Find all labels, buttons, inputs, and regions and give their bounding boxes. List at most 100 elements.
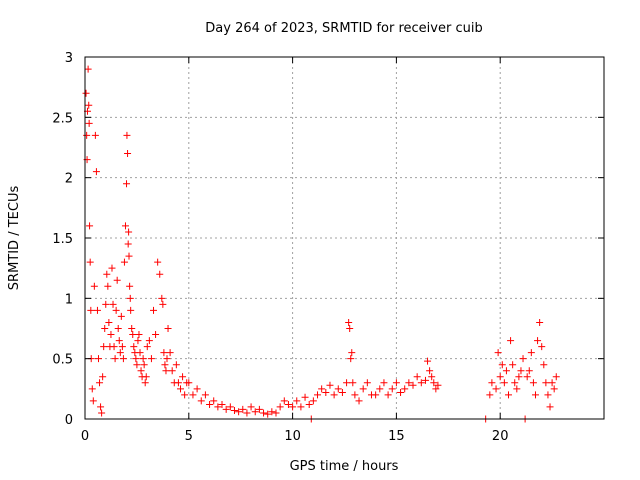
- data-point: [488, 379, 496, 387]
- data-point: [509, 361, 517, 369]
- data-point: [498, 361, 506, 369]
- data-point: [87, 306, 95, 314]
- data-point: [527, 349, 535, 357]
- y-axis-label: SRMTID / TECUs: [7, 186, 22, 291]
- data-point: [318, 385, 326, 393]
- data-point: [137, 367, 145, 375]
- data-points: [82, 65, 560, 423]
- x-tick-label: 0: [81, 429, 89, 444]
- data-point: [160, 349, 168, 357]
- data-point: [97, 403, 105, 411]
- data-point: [96, 379, 104, 387]
- data-point: [326, 381, 334, 389]
- data-point: [384, 391, 392, 399]
- data-point: [276, 403, 284, 411]
- data-point: [502, 367, 510, 375]
- data-point: [330, 391, 338, 399]
- data-point: [388, 385, 396, 393]
- data-point: [162, 367, 170, 375]
- y-tick-label: 1.5: [52, 232, 73, 247]
- data-point: [401, 385, 409, 393]
- data-point: [284, 401, 292, 409]
- x-tick-label: 10: [284, 429, 301, 444]
- data-point: [103, 270, 111, 278]
- data-point: [124, 240, 132, 248]
- data-point: [513, 385, 521, 393]
- data-point: [115, 337, 123, 345]
- data-point: [542, 379, 550, 387]
- data-point: [189, 391, 197, 399]
- data-point: [94, 355, 102, 363]
- data-point: [176, 385, 184, 393]
- data-point: [230, 407, 238, 415]
- data-point: [164, 325, 172, 332]
- data-point: [83, 131, 91, 139]
- data-point: [129, 331, 137, 339]
- data-point: [93, 306, 101, 314]
- data-point: [117, 312, 125, 320]
- data-point: [166, 349, 174, 357]
- data-point: [108, 264, 116, 272]
- data-point: [197, 397, 205, 405]
- y-tick-label: 3: [65, 51, 73, 66]
- data-point: [351, 391, 359, 399]
- data-point: [322, 388, 330, 396]
- data-point: [523, 373, 531, 381]
- data-point: [125, 228, 133, 236]
- data-point: [140, 361, 148, 369]
- data-point: [90, 282, 98, 290]
- data-point: [109, 300, 117, 308]
- data-point: [346, 325, 354, 332]
- data-point: [525, 367, 533, 375]
- data-point: [107, 331, 115, 339]
- data-point: [348, 349, 356, 357]
- data-point: [134, 337, 142, 345]
- data-point: [544, 391, 552, 399]
- data-point: [126, 294, 134, 302]
- data-point: [201, 391, 209, 399]
- data-point: [505, 391, 513, 399]
- data-point: [127, 306, 135, 314]
- data-point: [142, 373, 150, 381]
- data-point: [161, 361, 169, 369]
- x-tick-label: 15: [388, 429, 405, 444]
- data-point: [110, 343, 118, 351]
- data-point: [152, 331, 160, 339]
- data-point: [123, 180, 131, 188]
- data-point: [222, 405, 230, 413]
- data-point: [380, 379, 388, 387]
- data-point: [118, 343, 126, 351]
- data-point: [121, 222, 129, 230]
- data-point: [174, 379, 182, 387]
- data-point: [247, 403, 255, 411]
- data-point: [86, 222, 94, 230]
- data-point: [226, 403, 234, 411]
- data-point: [88, 385, 96, 393]
- data-point: [426, 367, 434, 375]
- y-tick-label: 0: [65, 413, 73, 428]
- x-tick-label: 20: [492, 429, 509, 444]
- data-point: [432, 385, 440, 393]
- data-point: [136, 349, 144, 357]
- y-tick-label: 0.5: [52, 353, 73, 368]
- data-point: [150, 306, 158, 314]
- data-point: [372, 391, 380, 399]
- data-point: [243, 409, 251, 417]
- data-point: [116, 349, 124, 357]
- data-point: [91, 131, 99, 139]
- data-point: [309, 397, 317, 405]
- data-point: [99, 373, 107, 381]
- data-point: [130, 343, 138, 351]
- data-point: [301, 393, 309, 401]
- data-point: [185, 379, 193, 387]
- data-point: [519, 355, 527, 363]
- data-point: [120, 258, 128, 266]
- data-point: [159, 300, 167, 308]
- data-point: [124, 150, 132, 158]
- data-point: [168, 367, 176, 375]
- data-point: [297, 403, 305, 411]
- data-point: [538, 343, 546, 351]
- x-tick-label: 5: [185, 429, 193, 444]
- data-point: [486, 391, 494, 399]
